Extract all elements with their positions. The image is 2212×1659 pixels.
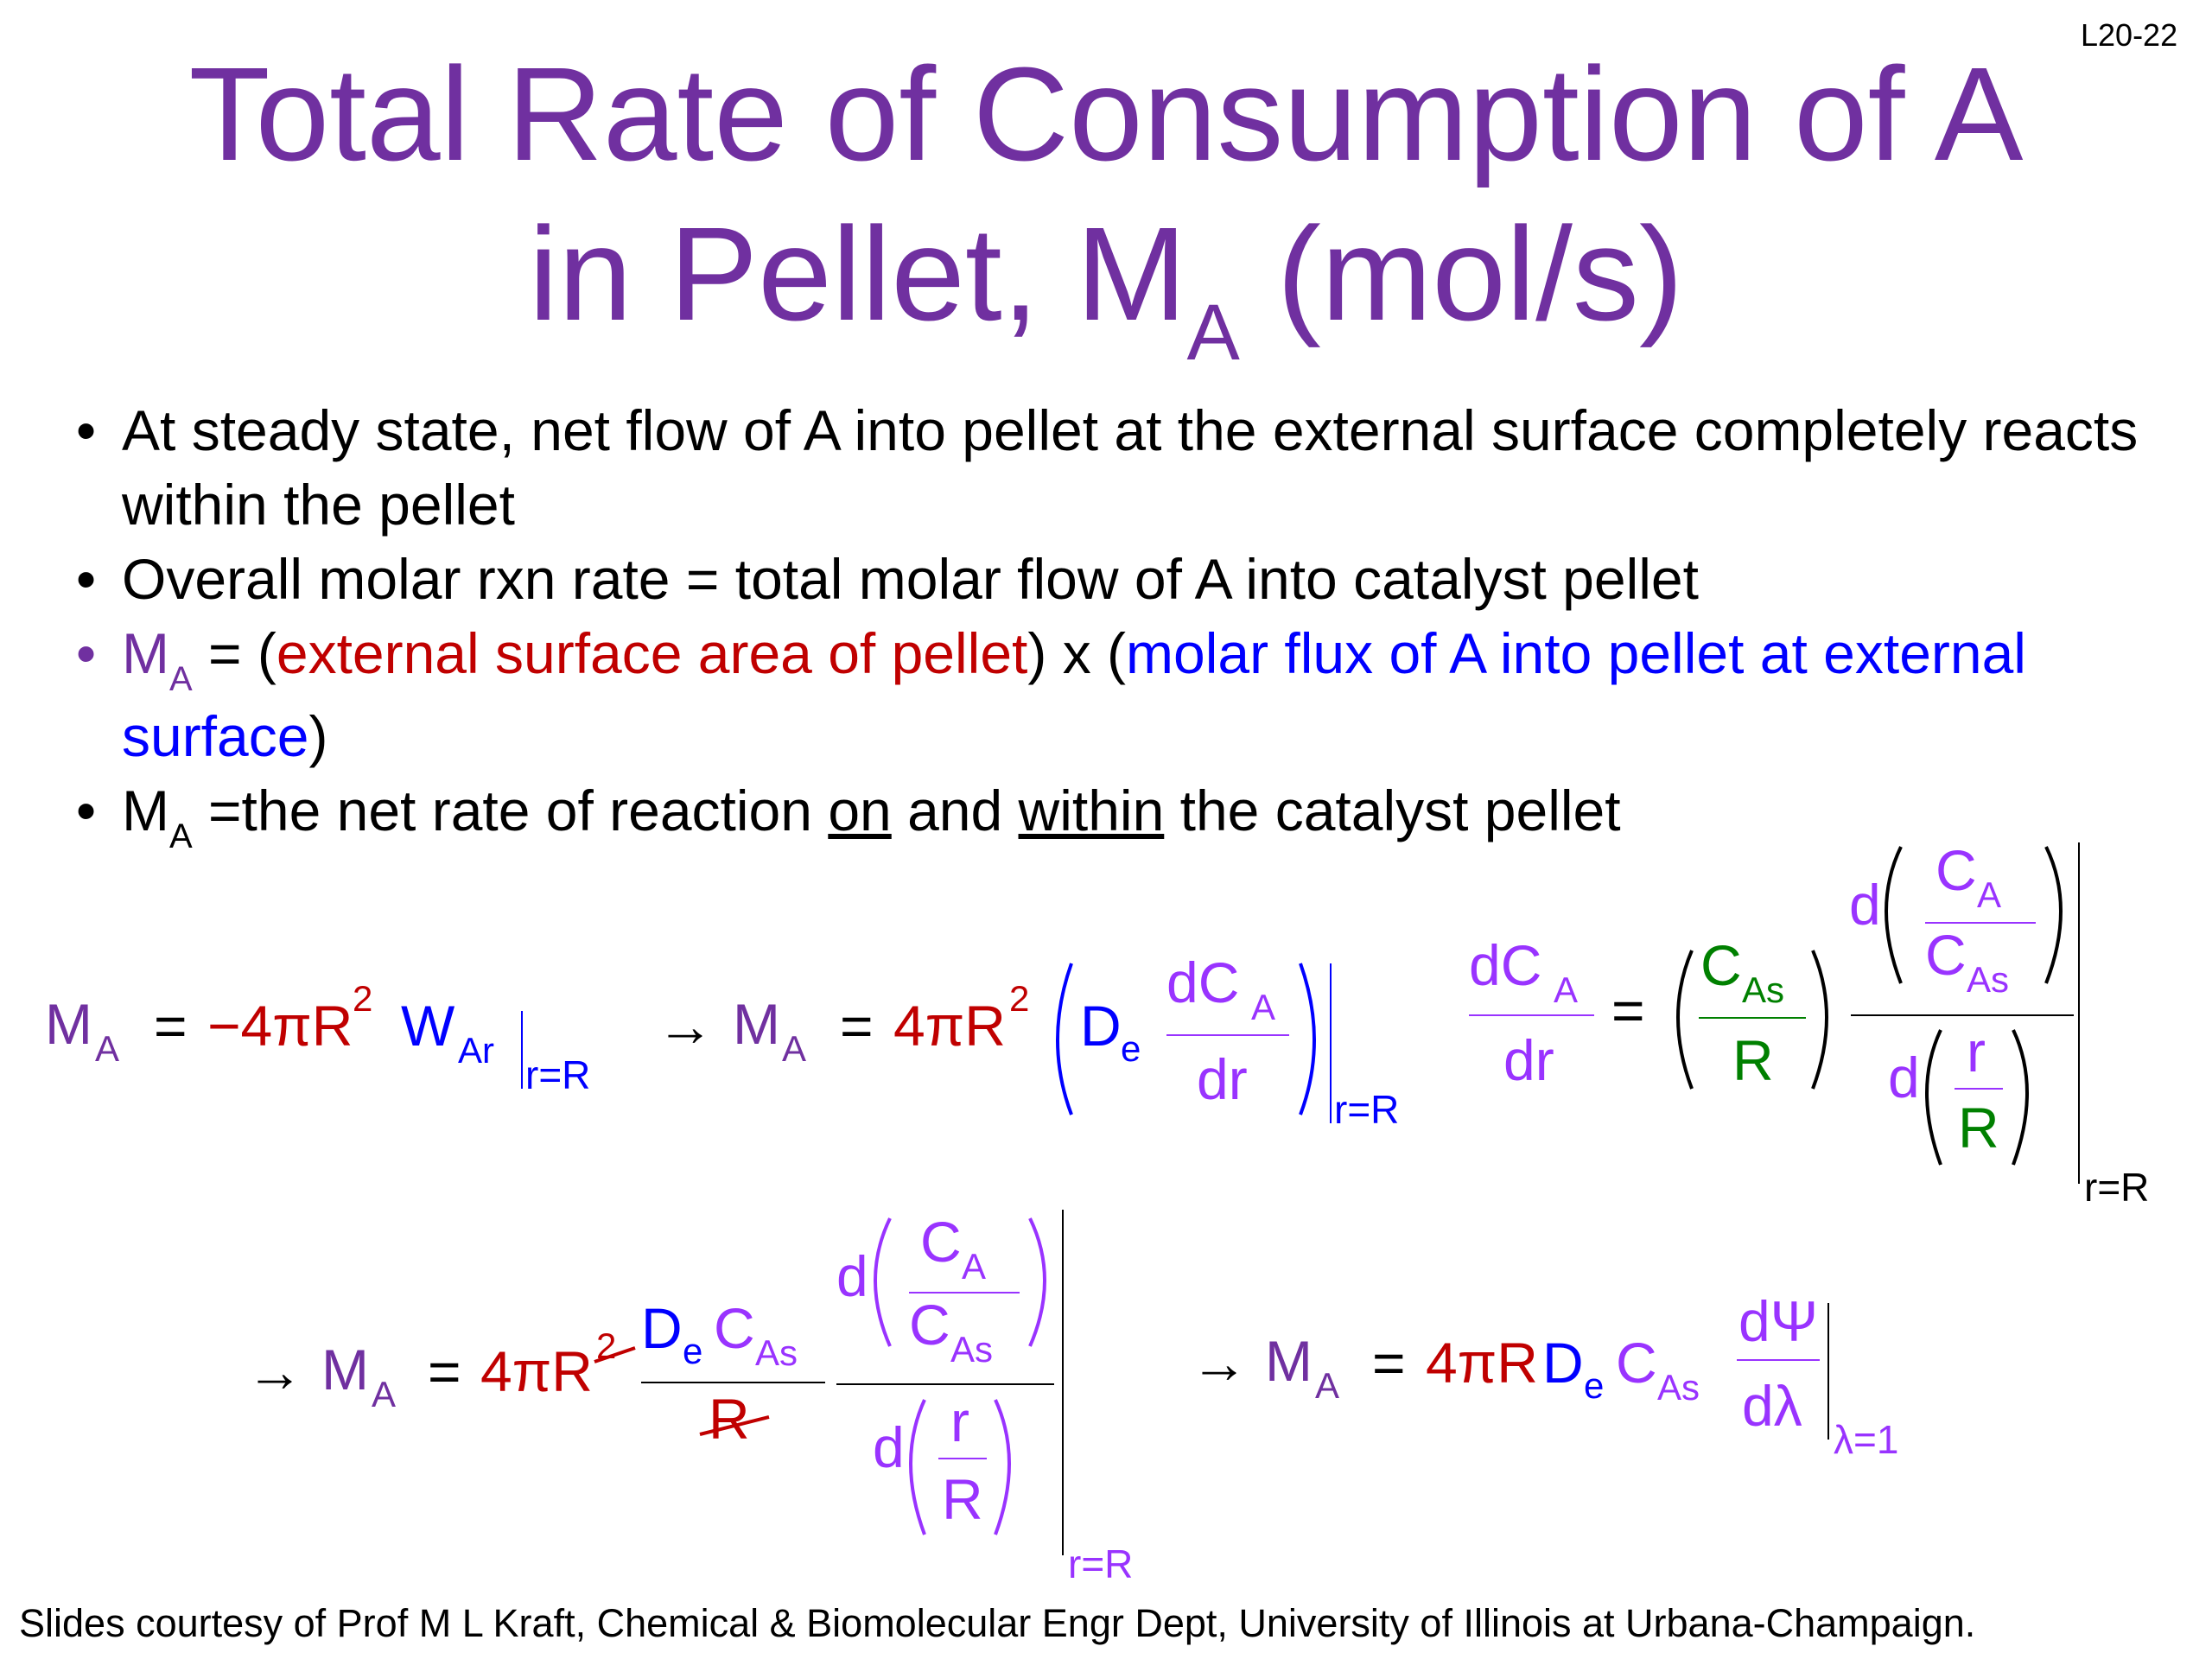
svg-text:As: As <box>1657 1367 1700 1408</box>
svg-text:A: A <box>372 1374 396 1414</box>
svg-text:C: C <box>714 1296 755 1360</box>
svg-text:d: d <box>836 1244 868 1308</box>
svg-text:=: = <box>1372 1331 1406 1395</box>
svg-text:A: A <box>782 1028 806 1069</box>
slide-title: Total Rate of Consumption of A in Pellet… <box>0 35 2212 377</box>
equation-4: → M A = 4πR 2 D e C As R d C A C As d r … <box>246 1210 1133 1586</box>
equations-block: M A = −4πR 2 W Ar r=R → M A = 4πR 2 D e … <box>45 838 2149 1586</box>
svg-text:4πR: 4πR <box>1426 1331 1538 1395</box>
svg-text:As: As <box>755 1332 798 1373</box>
svg-text:C: C <box>909 1293 950 1357</box>
bullet-list: • At steady state, net flow of A into pel… <box>76 393 2167 856</box>
svg-text:r: r <box>1967 1020 1986 1084</box>
svg-text:M: M <box>733 992 780 1056</box>
svg-text:R: R <box>1732 1028 1774 1092</box>
svg-text:e: e <box>1121 1028 1141 1069</box>
svg-text:C: C <box>1925 923 1967 987</box>
slide-number: L20-22 <box>2081 17 2178 53</box>
svg-text:D: D <box>1542 1331 1584 1395</box>
svg-text:dC: dC <box>1469 933 1541 997</box>
svg-text:dr: dr <box>1197 1047 1248 1111</box>
title-line-1: Total Rate of Consumption of A <box>188 40 2024 188</box>
svg-text:dC: dC <box>1166 950 1239 1014</box>
svg-text:C: C <box>1700 933 1742 997</box>
svg-text:A: A <box>1315 1365 1339 1406</box>
equation-1: M A = −4πR 2 W Ar r=R <box>45 978 590 1097</box>
svg-text:2: 2 <box>353 978 372 1019</box>
svg-text:4πR: 4πR <box>893 994 1006 1058</box>
bullet-ma-definition: • MA = (external surface area of pellet) … <box>76 621 2026 768</box>
svg-text:R: R <box>1958 1096 1999 1160</box>
svg-text:=: = <box>840 994 874 1058</box>
svg-text:As: As <box>950 1329 993 1370</box>
equation-3: dC A dr = C As R d C A C As d r R r=R <box>1469 838 2149 1210</box>
svg-text:As: As <box>1967 959 2009 1000</box>
title-line-2: in Pellet, MA (mol/s) <box>528 200 1684 377</box>
svg-text:−4πR: −4πR <box>207 994 353 1058</box>
svg-text:M: M <box>45 992 92 1056</box>
bullet-net-rate: • MA =the net rate of reaction on and wit… <box>76 779 1621 855</box>
svg-text:e: e <box>1584 1365 1604 1406</box>
svg-text:=: = <box>154 994 188 1058</box>
svg-text:λ=1: λ=1 <box>1834 1417 1898 1462</box>
svg-text:C: C <box>920 1210 962 1274</box>
svg-text:C: C <box>1936 838 1977 902</box>
svg-text:Ar: Ar <box>458 1030 494 1071</box>
svg-text:A: A <box>1977 874 2001 915</box>
svg-text:As: As <box>1742 969 1784 1010</box>
svg-text:r=R: r=R <box>2084 1165 2149 1210</box>
svg-text:d: d <box>1888 1046 1920 1109</box>
svg-text:A: A <box>962 1246 986 1287</box>
svg-text:R: R <box>942 1467 983 1531</box>
svg-text:r=R: r=R <box>1068 1541 1133 1586</box>
svg-text:A: A <box>1251 987 1275 1027</box>
svg-text:4πR: 4πR <box>480 1339 593 1403</box>
svg-text:=: = <box>1611 978 1645 1042</box>
svg-text:C: C <box>1616 1331 1657 1395</box>
svg-text:dr: dr <box>1503 1028 1554 1092</box>
svg-text:dλ: dλ <box>1742 1374 1802 1438</box>
svg-text:M: M <box>1265 1329 1313 1393</box>
svg-text:e: e <box>683 1331 702 1371</box>
equation-2: → M A = 4πR 2 D e dC A dr r=R <box>657 950 1399 1132</box>
svg-text:r=R: r=R <box>1334 1087 1399 1132</box>
svg-text:d: d <box>1849 873 1881 937</box>
bullet-overall-rate: • Overall molar rxn rate = total molar fl… <box>76 547 1699 611</box>
svg-text:→: → <box>1191 1331 1248 1395</box>
svg-text:D: D <box>1080 994 1122 1058</box>
svg-text:A: A <box>95 1028 119 1069</box>
svg-text:d: d <box>873 1415 905 1479</box>
equation-5: → M A = 4πR D e C As dΨ dλ λ=1 <box>1191 1289 1898 1462</box>
svg-text:A: A <box>1554 969 1578 1010</box>
svg-text:D: D <box>641 1296 683 1360</box>
bullet-steady-state: • At steady state, net flow of A into pel… <box>76 398 2139 537</box>
svg-text:→: → <box>246 1339 303 1403</box>
svg-text:dΨ: dΨ <box>1738 1289 1818 1353</box>
svg-text:=: = <box>428 1339 461 1403</box>
footer-credit: Slides courtesy of Prof M L Kraft, Chemi… <box>19 1601 1976 1645</box>
svg-text:r: r <box>950 1389 969 1453</box>
svg-text:2: 2 <box>1009 978 1029 1019</box>
svg-text:W: W <box>401 994 455 1058</box>
svg-text:R: R <box>709 1387 750 1451</box>
svg-text:r=R: r=R <box>525 1052 590 1097</box>
svg-text:→: → <box>657 994 714 1058</box>
svg-text:M: M <box>321 1338 369 1402</box>
